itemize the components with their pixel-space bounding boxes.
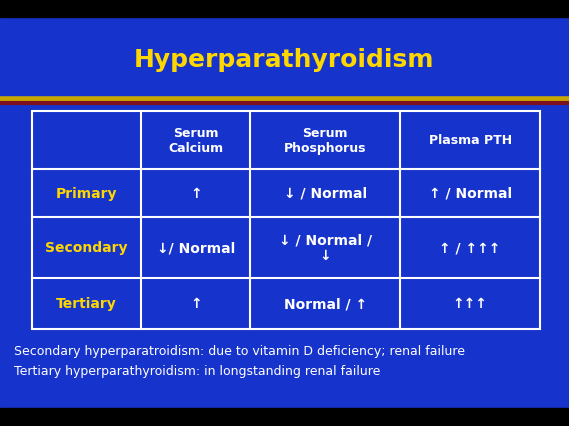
Text: Tertiary hyperparathyroidism: in longstanding renal failure: Tertiary hyperparathyroidism: in longsta…: [14, 364, 380, 377]
Text: ↓ / Normal /
↓: ↓ / Normal / ↓: [279, 233, 372, 263]
Text: Secondary: Secondary: [46, 241, 128, 255]
Text: ↓/ Normal: ↓/ Normal: [156, 241, 235, 255]
Text: ↑↑↑: ↑↑↑: [453, 296, 488, 311]
Text: Primary: Primary: [56, 186, 117, 200]
Bar: [0, 408, 569, 426]
Text: ↑ / ↑↑↑: ↑ / ↑↑↑: [439, 241, 501, 255]
Text: ↑: ↑: [190, 186, 201, 200]
Bar: [32, 112, 540, 329]
Text: Tertiary: Tertiary: [56, 296, 117, 311]
Bar: [0, 0, 569, 18]
Text: ↑: ↑: [190, 296, 201, 311]
Text: ↑ / Normal: ↑ / Normal: [428, 186, 512, 200]
Text: Secondary hyperparatroidism: due to vitamin D deficiency; renal failure: Secondary hyperparatroidism: due to vita…: [14, 344, 465, 357]
Text: Normal / ↑: Normal / ↑: [284, 296, 367, 311]
Text: Serum
Calcium: Serum Calcium: [168, 127, 224, 155]
Text: Hyperparathyroidism: Hyperparathyroidism: [134, 48, 435, 72]
Text: ↓ / Normal: ↓ / Normal: [284, 186, 367, 200]
Text: Plasma PTH: Plasma PTH: [428, 134, 512, 147]
Text: Serum
Phosphorus: Serum Phosphorus: [284, 127, 366, 155]
